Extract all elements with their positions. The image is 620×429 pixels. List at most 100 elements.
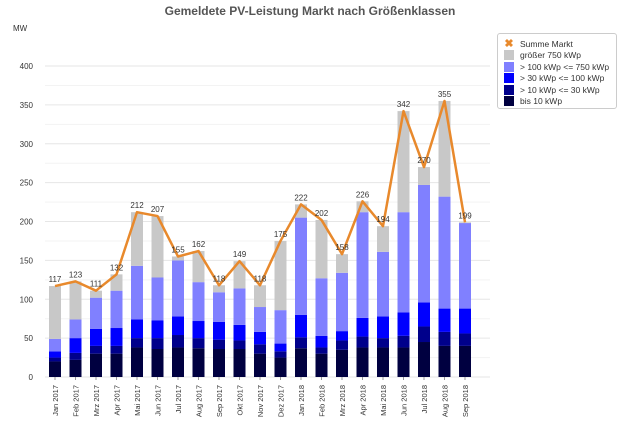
data-label: 117 (49, 275, 62, 284)
legend-item[interactable]: ✖ Summe Markt (504, 38, 616, 50)
y-tick-label: 50 (24, 334, 33, 343)
legend-item[interactable]: bis 10 kWp (504, 96, 616, 108)
bar-segment (131, 265, 143, 320)
bar-segment (315, 219, 328, 279)
bar-segment (151, 277, 164, 321)
bar-segment (397, 335, 410, 348)
bar-segment (90, 345, 102, 354)
legend-label: > 100 kWp <= 750 kWp (520, 61, 610, 72)
bar-segment (172, 256, 184, 261)
bar-segment (274, 240, 287, 311)
bar-segment (192, 338, 205, 349)
bar-segment (274, 351, 287, 358)
y-tick-label: 0 (29, 373, 34, 382)
data-label: 342 (397, 100, 411, 109)
bar-segment (459, 345, 471, 377)
data-label: 132 (110, 263, 124, 272)
bar-segment (90, 297, 102, 329)
bar-segment (233, 288, 246, 325)
bar-segment (377, 251, 389, 317)
data-label: 158 (335, 243, 349, 252)
bar-segment (336, 254, 348, 273)
bar-segment (274, 343, 287, 352)
legend-item[interactable]: größer 750 kWp (504, 50, 616, 62)
bar-segment (254, 344, 266, 354)
bar-segment (49, 351, 61, 358)
bar-segment (418, 342, 430, 377)
data-label: 155 (171, 245, 185, 254)
data-label: 111 (90, 280, 103, 289)
bar-segment (49, 338, 61, 352)
bar-segment (459, 333, 471, 346)
x-tick-label: Mrz 2018 (338, 385, 347, 416)
x-tick-label: Feb 2018 (318, 385, 327, 417)
color-swatch (504, 61, 514, 72)
bar-segment (49, 357, 61, 362)
x-tick-label: Okt 2017 (236, 385, 245, 415)
bar-segment (233, 324, 246, 341)
bar-segment (254, 307, 266, 332)
bar-segment (233, 349, 246, 377)
data-label: 149 (233, 250, 247, 259)
bar-segment (131, 338, 143, 348)
bar-segment (151, 216, 164, 278)
bar-segment (151, 320, 164, 339)
x-tick-label: Aug 2018 (441, 385, 450, 417)
bar-segment (90, 290, 102, 298)
data-label: 202 (315, 209, 329, 218)
bar-segment (172, 260, 184, 317)
color-swatch (504, 84, 514, 95)
bar-segment (274, 357, 287, 377)
data-label: 212 (130, 201, 144, 210)
bar-segment (213, 349, 225, 377)
x-tick-label: Apr 2017 (113, 385, 122, 415)
color-swatch (504, 50, 514, 61)
bar-segment (49, 286, 61, 339)
legend-item[interactable]: > 30 kWp <= 100 kWp (504, 73, 616, 85)
data-label: 118 (254, 274, 267, 283)
bar-segment (397, 312, 410, 336)
y-tick-label: 200 (20, 218, 34, 227)
x-tick-label: Mai 2017 (133, 385, 142, 416)
x-tick-label: Mai 2018 (379, 385, 388, 416)
x-tick-label: Jun 2017 (154, 385, 163, 416)
x-tick-label: Jun 2018 (400, 385, 409, 416)
y-tick-label: 250 (20, 179, 34, 188)
bar-segment (151, 349, 164, 377)
bar-segment (459, 223, 471, 309)
y-tick-label: 400 (20, 62, 34, 71)
data-label: 199 (458, 211, 472, 220)
bar-segment (110, 274, 123, 291)
legend-label: Summe Markt (520, 38, 573, 49)
y-axis-label: MW (13, 24, 28, 33)
bar-segment (356, 317, 369, 337)
bar-segment (418, 167, 430, 185)
x-tick-label: Apr 2018 (359, 385, 368, 415)
bar-segment (438, 331, 451, 346)
y-tick-label: 350 (20, 101, 34, 110)
bar-segment (377, 316, 389, 339)
x-tick-label: Sep 2017 (215, 385, 224, 417)
legend-item[interactable]: > 100 kWp <= 750 kWp (504, 61, 616, 73)
bar-segment (192, 321, 205, 339)
bar-segment (336, 340, 348, 350)
bar-segment (254, 331, 266, 345)
data-label: 355 (438, 90, 452, 99)
legend-label: größer 750 kWp (520, 50, 581, 61)
bar-segment (49, 361, 61, 377)
x-tick-label: Feb 2017 (72, 385, 81, 417)
bar-segment (295, 337, 307, 349)
bar-segment (356, 212, 369, 318)
bar-segment (295, 348, 307, 377)
bar-segment (438, 196, 451, 309)
legend-item[interactable]: > 10 kWp <= 30 kWp (504, 84, 616, 96)
bar-segment (131, 319, 143, 339)
bar-segment (295, 314, 307, 338)
x-tick-label: Jul 2018 (420, 385, 429, 413)
bar-segment (438, 345, 451, 377)
bar-segment (336, 272, 348, 332)
bar-segment (356, 347, 369, 377)
legend-label: > 30 kWp <= 100 kWp (520, 73, 605, 84)
data-label: 118 (213, 274, 226, 283)
